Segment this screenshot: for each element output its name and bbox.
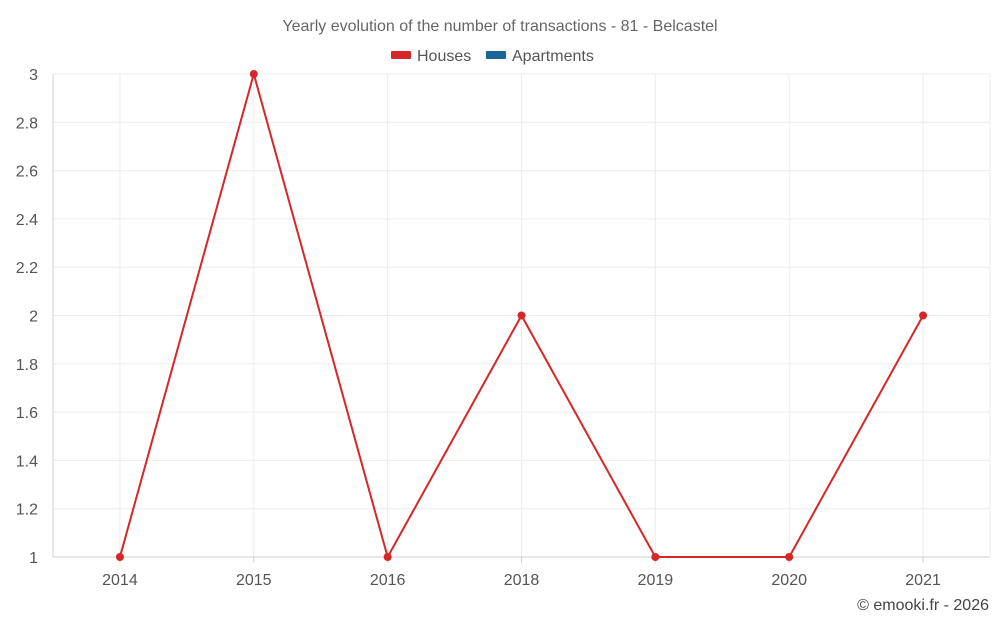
x-tick-label: 2016 [370,572,406,589]
y-tick-label: 1.2 [16,502,38,519]
credit: © emooki.fr - 2026 [857,597,989,614]
data-point-houses-2021[interactable] [919,311,928,320]
legend-swatch-houses [391,51,411,59]
data-point-houses-2016[interactable] [383,553,392,561]
y-tick-label: 1.6 [16,405,38,422]
chart-title: Yearly evolution of the number of transa… [282,18,717,35]
y-tick-label: 3 [29,67,38,84]
data-point-houses-2015[interactable] [249,70,258,78]
x-tick-label: 2020 [771,572,807,589]
series [115,70,928,561]
y-tick-label: 2.6 [16,164,38,181]
data-point-houses-2014[interactable] [115,553,124,561]
legend: Houses Apartments [391,48,594,65]
legend-label-apartments: Apartments [512,48,594,65]
x-tick-label: 2018 [504,572,540,589]
legend-item-apartments[interactable]: Apartments [486,48,594,65]
y-axis-ticks: 1 1.2 1.4 1.6 1.8 2 2.2 2.4 2.6 2.8 3 [16,67,38,567]
data-point-houses-2019[interactable] [651,553,660,561]
legend-label-houses: Houses [417,48,471,65]
data-point-houses-2020[interactable] [785,553,794,561]
x-axis-ticks: 2014 2015 2016 2018 2019 2020 2021 [102,572,941,589]
x-tick-label: 2019 [638,572,674,589]
y-tick-label: 1.4 [16,453,38,470]
data-point-houses-2018[interactable] [517,311,526,320]
y-tick-label: 2 [29,309,38,326]
y-tick-label: 2.2 [16,260,38,277]
y-tick-label: 2.4 [16,212,38,229]
x-tick-label: 2015 [236,572,272,589]
x-tick-label: 2014 [102,572,138,589]
x-tick-label: 2021 [905,572,941,589]
legend-item-houses[interactable]: Houses [391,48,471,65]
y-tick-label: 1 [29,550,38,567]
y-tick-label: 2.8 [16,115,38,132]
legend-swatch-apartments [486,51,506,59]
y-tick-label: 1.8 [16,357,38,374]
